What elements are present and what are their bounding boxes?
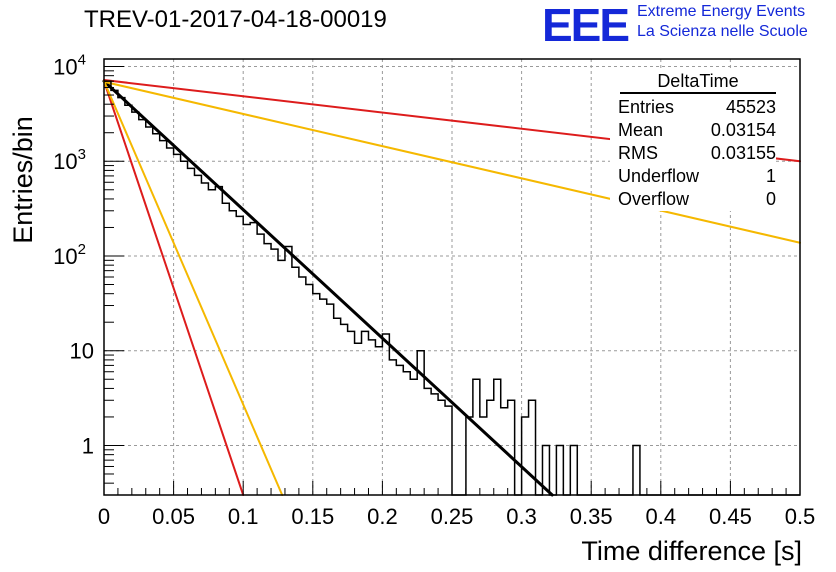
x-tick-label: 0.15 bbox=[291, 504, 334, 529]
eee-logo: EEE bbox=[542, 0, 630, 51]
stats-label: Mean bbox=[618, 120, 664, 140]
stats-label: Overflow bbox=[618, 189, 690, 209]
stats-value: 1 bbox=[765, 166, 776, 186]
stats-row-rms: RMS 0.03155 bbox=[610, 142, 776, 165]
stats-value: 0.03154 bbox=[710, 120, 776, 140]
x-tick-label: 0.4 bbox=[646, 504, 677, 529]
axis-ticks bbox=[103, 66, 801, 496]
stats-label: Underflow bbox=[618, 166, 700, 186]
x-tick-labels: 0 0.05 0.1 0.15 0.2 0.25 0.3 0.35 0.4 0.45 0.5 bbox=[98, 504, 815, 529]
stats-value: 0 bbox=[765, 189, 776, 209]
stats-label: Entries bbox=[618, 97, 675, 117]
y-axis-label: Entries/bin bbox=[8, 116, 38, 244]
fit-line-0 bbox=[102, 79, 554, 497]
x-tick-label: 0.5 bbox=[785, 504, 816, 529]
y-tick-label: 103 bbox=[53, 146, 86, 174]
x-tick-label: 0 bbox=[98, 504, 110, 529]
x-tick-label: 0.3 bbox=[506, 504, 537, 529]
stats-value: 0.03155 bbox=[710, 143, 776, 163]
logo-line-2: La Scienza nelle Scuole bbox=[637, 23, 808, 40]
stats-row-entries: Entries 45523 bbox=[610, 96, 776, 119]
stats-title: DeltaTime bbox=[620, 70, 776, 94]
y-tick-label: 10 bbox=[70, 339, 94, 364]
y-tick-label: 104 bbox=[53, 52, 86, 80]
y-tick-label: 102 bbox=[53, 241, 86, 269]
y-tick-labels: 1 10 102 103 104 bbox=[53, 52, 94, 459]
x-tick-label: 0.05 bbox=[152, 504, 195, 529]
fit-line-2 bbox=[103, 80, 801, 244]
logo-line-1: Extreme Energy Events bbox=[637, 3, 806, 20]
stats-row-mean: Mean 0.03154 bbox=[610, 119, 776, 142]
stats-row-overflow: Overflow 0 bbox=[610, 188, 776, 211]
stats-box: DeltaTime Entries 45523 Mean 0.03154 RMS 0.03… bbox=[610, 70, 776, 211]
x-axis-label: Time difference [s] bbox=[581, 536, 802, 566]
fit-line-4 bbox=[103, 80, 284, 496]
x-tick-label: 0.45 bbox=[709, 504, 752, 529]
y-tick-label: 1 bbox=[82, 433, 94, 458]
x-tick-label: 0.25 bbox=[431, 504, 474, 529]
x-tick-label: 0.1 bbox=[228, 504, 259, 529]
stats-label: RMS bbox=[618, 143, 658, 163]
fit-line-3 bbox=[103, 80, 245, 496]
x-tick-label: 0.35 bbox=[570, 504, 613, 529]
stats-row-underflow: Underflow 1 bbox=[610, 165, 776, 188]
chart-title: TREV-01-2017-04-18-00019 bbox=[84, 6, 387, 33]
stats-value: 45523 bbox=[725, 97, 776, 117]
x-tick-label: 0.2 bbox=[367, 504, 398, 529]
